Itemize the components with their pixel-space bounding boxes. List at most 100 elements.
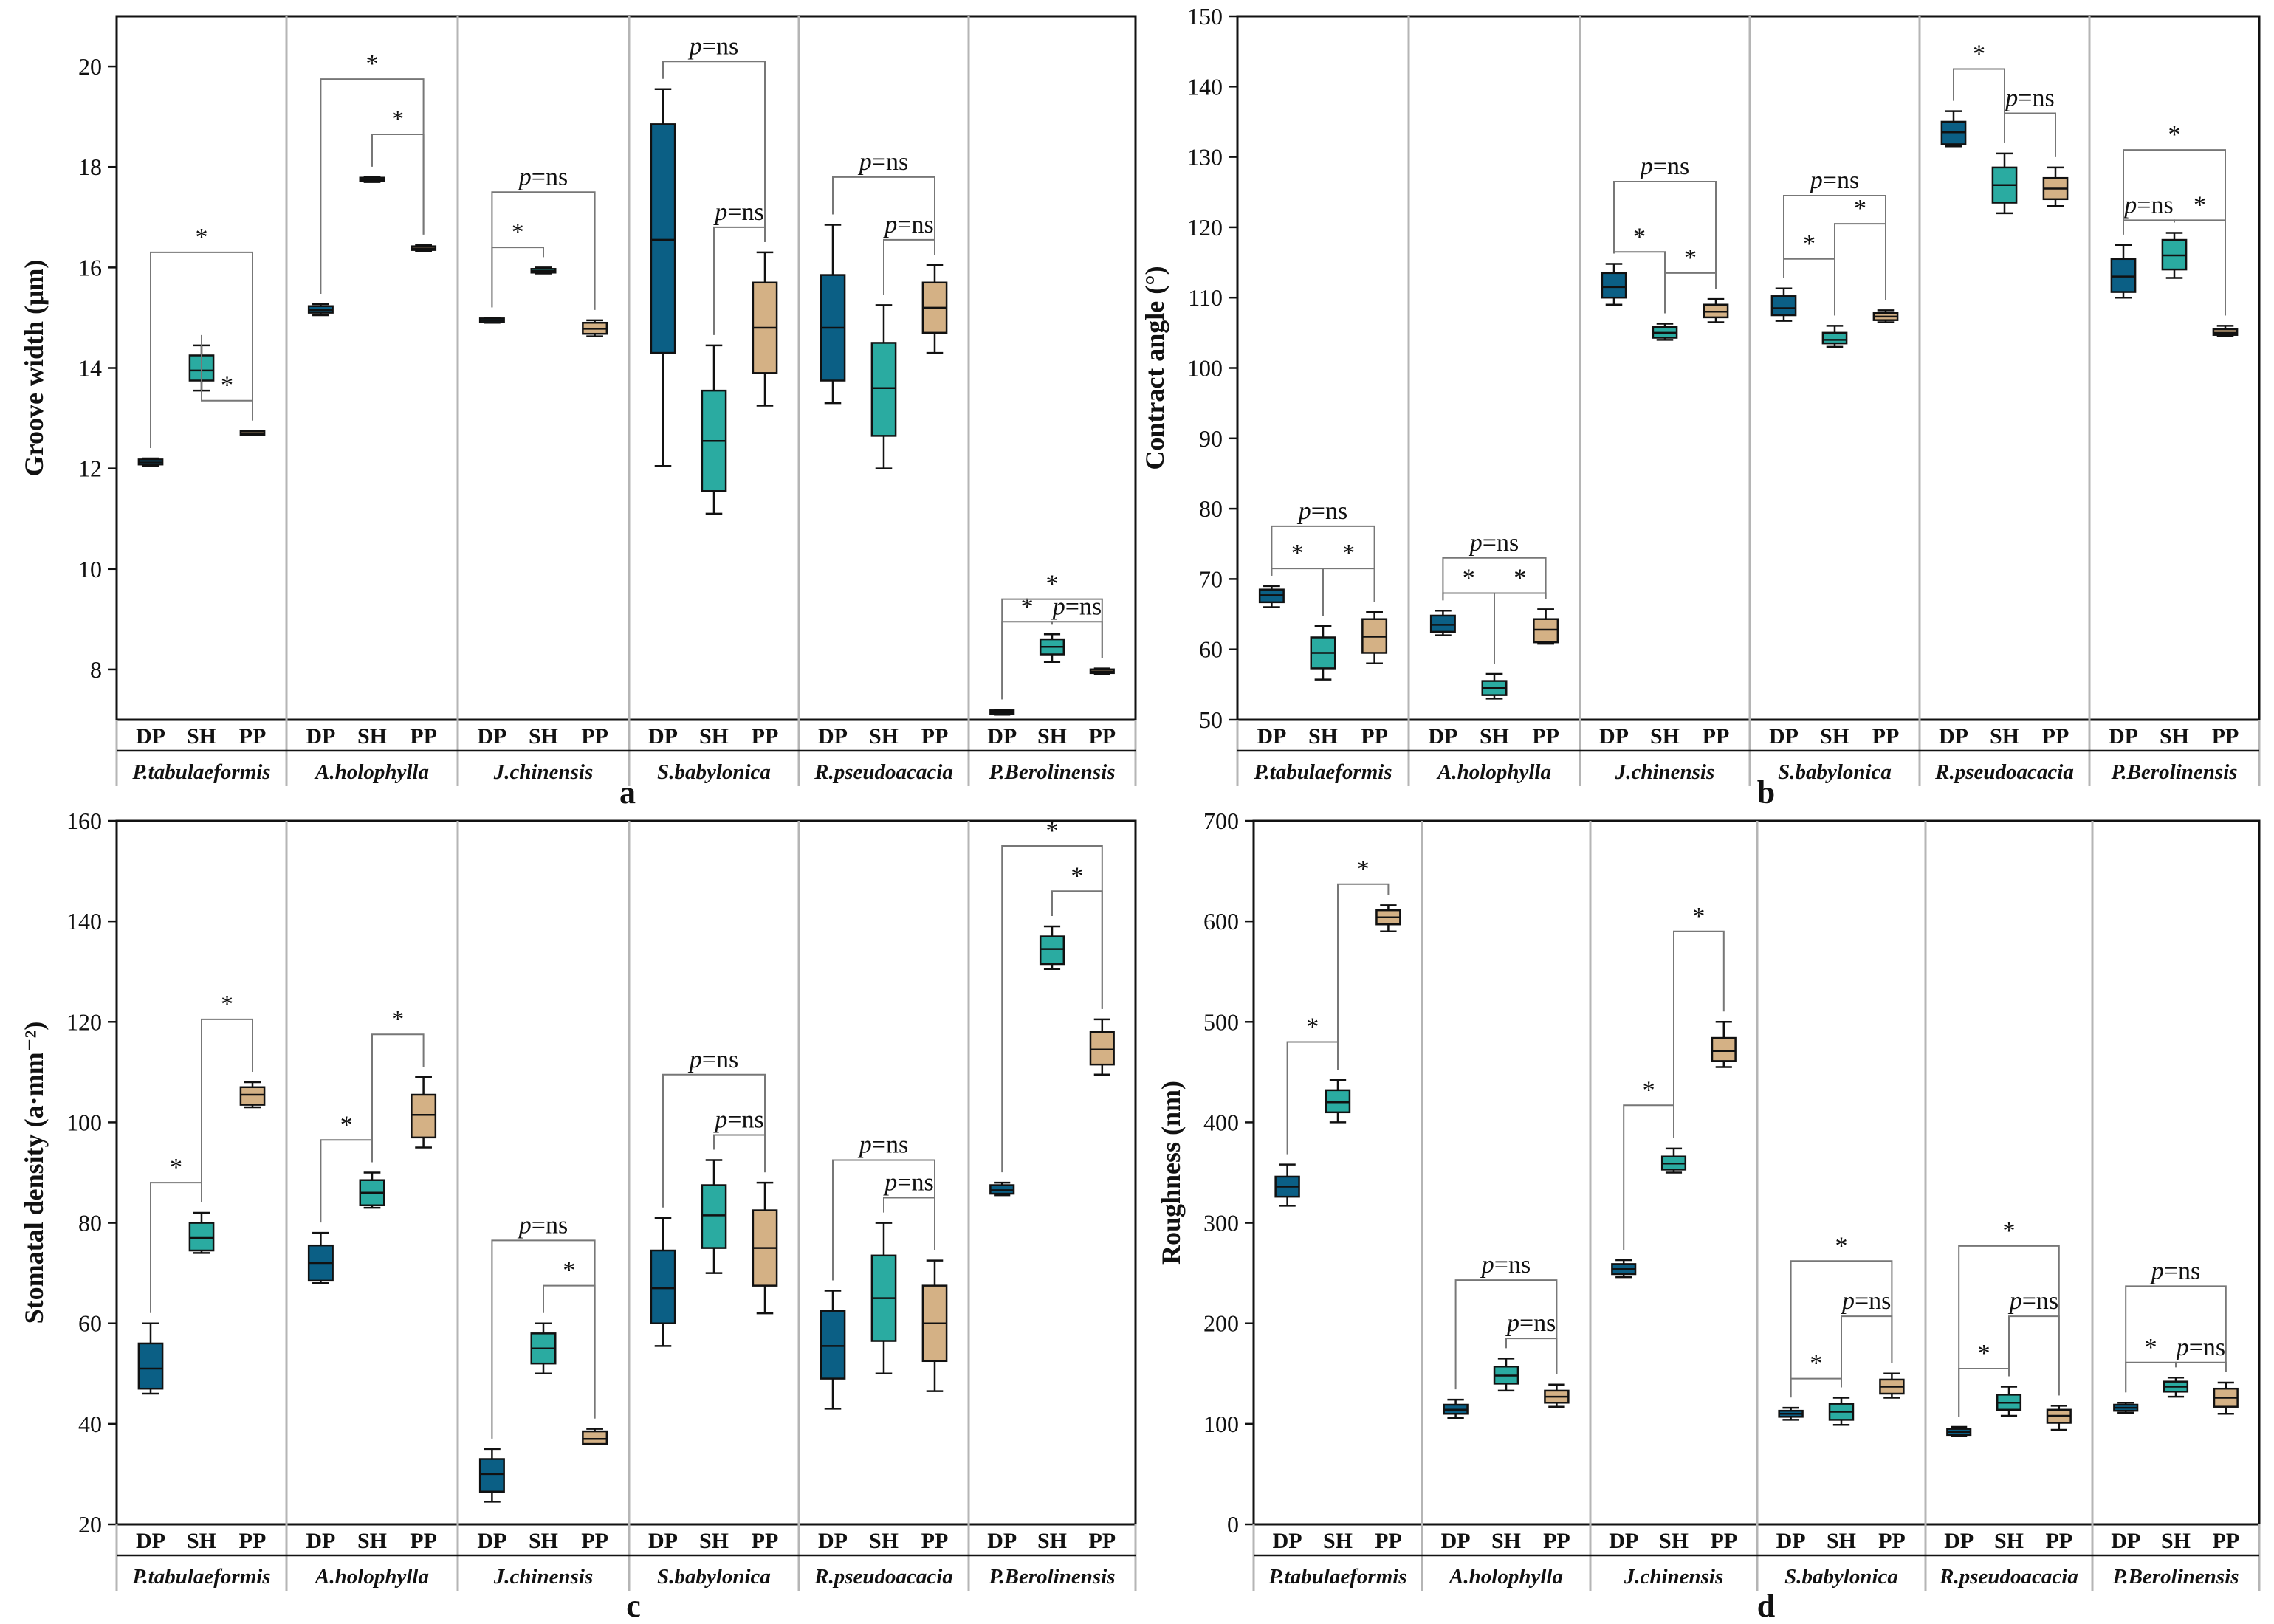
- box-DP: [137, 1342, 164, 1390]
- plot-frame: [115, 819, 1137, 1526]
- significance-label: p=ns: [2123, 191, 2173, 219]
- significance-label: *: [391, 106, 404, 133]
- group-label: DP: [1273, 1529, 1302, 1553]
- significance-label: *: [1973, 40, 1985, 67]
- group-label: DP: [1428, 724, 1457, 749]
- group-label: SH: [1323, 1529, 1353, 1553]
- significance-bracket: [320, 78, 425, 295]
- group-label: PP: [1361, 724, 1388, 749]
- group-label: DP: [306, 724, 335, 749]
- panel-label: d: [1757, 1588, 1775, 1624]
- box-DP: [478, 1458, 505, 1493]
- significance-label: p=ns: [883, 211, 933, 238]
- group-label: DP: [1939, 724, 1968, 749]
- y-tick-label: 20: [78, 1511, 102, 1538]
- significance-bracket: [2123, 149, 2226, 316]
- box-DP: [2110, 258, 2137, 293]
- y-tick-label: 300: [1203, 1210, 1239, 1236]
- significance-label: *: [170, 1154, 182, 1181]
- panel-label: c: [626, 1588, 641, 1624]
- significance-label: p=ns: [518, 163, 568, 190]
- group-label: DP: [306, 1529, 335, 1553]
- species-group: DP SH PP p=ns p=ns A.holophylla: [1441, 1251, 1570, 1589]
- group-label: SH: [1308, 724, 1338, 749]
- box-SH: [188, 1222, 215, 1252]
- box-DP: [650, 123, 676, 354]
- y-tick-label: 80: [78, 1210, 102, 1236]
- y-tick-label: 600: [1203, 908, 1239, 935]
- significance-label: p=ns: [1639, 153, 1689, 180]
- group-label: SH: [1037, 1529, 1067, 1553]
- group-label: DP: [136, 1529, 165, 1553]
- group-label: SH: [869, 1529, 899, 1553]
- significance-label: p=ns: [1051, 593, 1102, 620]
- box-PP: [582, 1430, 608, 1445]
- species-label: P.tabulaeformis: [1253, 760, 1392, 784]
- significance-bracket: [1841, 1315, 1893, 1388]
- significance-label: *: [1342, 540, 1355, 567]
- group-label: PP: [2212, 724, 2239, 749]
- significance-label: *: [1810, 1350, 1822, 1377]
- group-label: PP: [1088, 1529, 1116, 1553]
- significance-bracket: [1001, 845, 1103, 1173]
- significance-bracket: [832, 1159, 935, 1281]
- group-label: PP: [1703, 724, 1730, 749]
- species-group: DP SH PP * p=ns p=ns P.Berolinensis: [2111, 1257, 2239, 1589]
- significance-label: p=ns: [2150, 1257, 2200, 1284]
- significance-bracket: [1442, 557, 1547, 601]
- group-label: SH: [699, 724, 729, 749]
- significance-label: p=ns: [688, 1046, 738, 1073]
- box-DP: [1770, 295, 1797, 317]
- y-tick-label: 100: [1187, 355, 1223, 382]
- significance-label: *: [1046, 817, 1059, 844]
- group-label: DP: [818, 724, 848, 749]
- species-group: DP SH PP p=ns * R.pseudoacacia: [1934, 40, 2074, 784]
- significance-label: *: [366, 50, 379, 78]
- group-label: SH: [1659, 1529, 1689, 1553]
- panel-a: 8 10 12 14 16 18 20 Groove width (μm) DP SH PP * * P.…: [19, 15, 1137, 811]
- species-label: P.tabulaeformis: [131, 760, 270, 784]
- significance-label: *: [1514, 564, 1526, 591]
- group-label: PP: [1710, 1529, 1737, 1553]
- significance-bracket: [1271, 525, 1375, 602]
- group-label: SH: [2160, 724, 2189, 749]
- significance-bracket: [1337, 883, 1390, 1070]
- group-label: SH: [699, 1529, 729, 1553]
- y-axis-label: Stomatal density (a·mm⁻²): [19, 1022, 49, 1324]
- group-label: DP: [136, 724, 165, 749]
- significance-label: *: [563, 1257, 575, 1284]
- group-label: SH: [869, 724, 899, 749]
- significance-bracket: [1953, 68, 2005, 143]
- significance-bracket: [2004, 112, 2056, 157]
- significance-label: *: [340, 1111, 353, 1138]
- panel-label: b: [1757, 774, 1775, 811]
- box-SH: [1821, 331, 1848, 345]
- panel-b: 50 60 70 80 90 100 110 120 130 140 150 Contract ang…: [1140, 3, 2261, 811]
- species-group: DP SH PP p=ns p=ns R.pseudoacacia: [814, 148, 953, 784]
- significance-label: p=ns: [1297, 498, 1347, 525]
- significance-bracket: [1613, 180, 1717, 289]
- group-label: DP: [477, 1529, 506, 1553]
- group-label: DP: [1257, 724, 1286, 749]
- y-tick-label: 60: [1199, 636, 1223, 663]
- y-tick-label: 12: [78, 455, 102, 482]
- significance-bracket: [1783, 195, 1886, 300]
- y-tick-label: 50: [1199, 706, 1223, 733]
- species-label: A.holophylla: [314, 1565, 429, 1589]
- significance-label: *: [1291, 540, 1304, 567]
- species-group: DP SH PP * * P.Berolinensis: [987, 817, 1116, 1589]
- species-label: S.babylonica: [1778, 760, 1892, 784]
- significance-label: *: [2145, 1334, 2157, 1361]
- significance-bracket: [662, 1073, 766, 1208]
- panel-d: 0 100 200 300 400 500 600 700 Roughness (nm) DP SH…: [1156, 808, 2261, 1624]
- group-label: SH: [1650, 724, 1680, 749]
- group-label: PP: [1543, 1529, 1570, 1553]
- group-label: SH: [1820, 724, 1849, 749]
- group-label: DP: [987, 1529, 1017, 1553]
- group-label: SH: [187, 724, 216, 749]
- group-label: DP: [987, 724, 1017, 749]
- significance-label: *: [1978, 1340, 1990, 1367]
- species-label: R.pseudoacacia: [814, 1565, 953, 1589]
- group-label: PP: [1878, 1529, 1906, 1553]
- significance-label: *: [221, 991, 233, 1018]
